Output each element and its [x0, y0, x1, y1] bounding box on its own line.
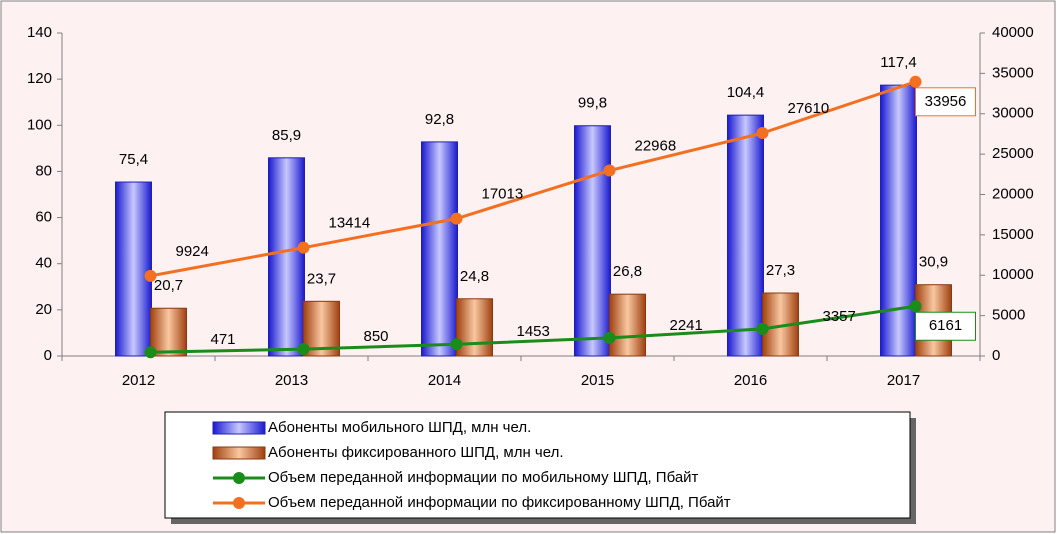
line-label: 22968: [635, 138, 677, 155]
line-label: 33956: [925, 93, 967, 110]
bar: [268, 157, 305, 357]
line-point: [144, 269, 157, 282]
y2-tick-label: 5000: [992, 307, 1025, 324]
line-point: [603, 164, 616, 177]
line-label: 13414: [329, 215, 371, 232]
x-tick-label: 2013: [275, 372, 308, 389]
legend-label: Абоненты мобильного ШПД, млн чел.: [268, 419, 531, 436]
bar: [574, 125, 611, 357]
y-tick-label: 20: [35, 301, 52, 318]
line-label: 1453: [517, 323, 550, 340]
line-point: [297, 241, 310, 254]
legend: [164, 411, 911, 519]
line: [150, 80, 916, 278]
bar: [727, 114, 764, 357]
line-point: [450, 212, 463, 225]
line-point: [450, 338, 463, 351]
line-point: [603, 331, 616, 344]
label-box: [915, 87, 976, 117]
bar: [456, 298, 493, 357]
line-label: 3357: [823, 308, 856, 325]
bar-label: 24,8: [460, 268, 489, 285]
line-label: 17013: [482, 186, 524, 203]
y-tick-label: 0: [44, 347, 52, 364]
y2-tick-label: 25000: [992, 145, 1034, 162]
line-point: [909, 75, 922, 88]
bar-label: 104,4: [727, 84, 765, 101]
legend-swatch: [212, 446, 266, 460]
bar-label: 92,8: [425, 111, 454, 128]
bar: [609, 293, 646, 357]
x-tick-label: 2014: [428, 372, 461, 389]
bar: [421, 141, 458, 357]
y2-tick-label: 40000: [992, 24, 1034, 41]
x-tick-label: 2012: [122, 372, 155, 389]
bar-label: 27,3: [766, 262, 795, 279]
line: [150, 304, 916, 354]
y2-tick-label: 10000: [992, 266, 1034, 283]
bar: [150, 307, 187, 357]
y2-tick-label: 20000: [992, 185, 1034, 202]
y-tick-label: 80: [35, 162, 52, 179]
line-point: [144, 346, 157, 359]
line-label: 471: [211, 331, 236, 348]
bar: [115, 181, 152, 357]
legend-label: Абоненты фиксированного ШПД, млн чел.: [268, 444, 564, 461]
y-tick-label: 120: [27, 70, 52, 87]
line-point: [756, 322, 769, 335]
y-tick-label: 140: [27, 24, 52, 41]
y-tick-label: 100: [27, 116, 52, 133]
bar-label: 20,7: [154, 277, 183, 294]
y2-tick-label: 0: [992, 347, 1000, 364]
legend-swatch: [212, 421, 266, 435]
x-tick-label: 2015: [581, 372, 614, 389]
y2-tick-label: 30000: [992, 105, 1034, 122]
legend-marker: [233, 472, 245, 484]
x-tick-label: 2017: [887, 372, 920, 389]
line-label: 850: [364, 328, 389, 345]
bar-label: 117,4: [880, 54, 916, 71]
y-tick-label: 40: [35, 255, 52, 272]
line-point: [297, 343, 310, 356]
legend-label: Объем переданной информации по мобильном…: [268, 469, 699, 486]
bar-label: 99,8: [578, 95, 607, 112]
line-label: 2241: [670, 317, 703, 334]
y2-tick-label: 15000: [992, 226, 1034, 243]
bar-label: 75,4: [119, 151, 148, 168]
y-tick-label: 60: [35, 209, 52, 226]
line-label: 27610: [788, 100, 830, 117]
line-label: 9924: [176, 243, 209, 260]
line-label: 6161: [929, 317, 962, 334]
y2-tick-label: 35000: [992, 64, 1034, 81]
line-point: [909, 300, 922, 313]
x-tick-label: 2016: [734, 372, 767, 389]
legend-label: Объем переданной информации по фиксирова…: [268, 494, 731, 511]
line-point: [756, 127, 769, 140]
bar-label: 23,7: [307, 270, 336, 287]
legend-marker: [233, 497, 245, 509]
bar-label: 30,9: [919, 254, 948, 271]
bar-label: 85,9: [272, 127, 301, 144]
bar-label: 26,8: [613, 263, 642, 280]
label-box: [915, 311, 976, 341]
bar: [880, 84, 917, 357]
